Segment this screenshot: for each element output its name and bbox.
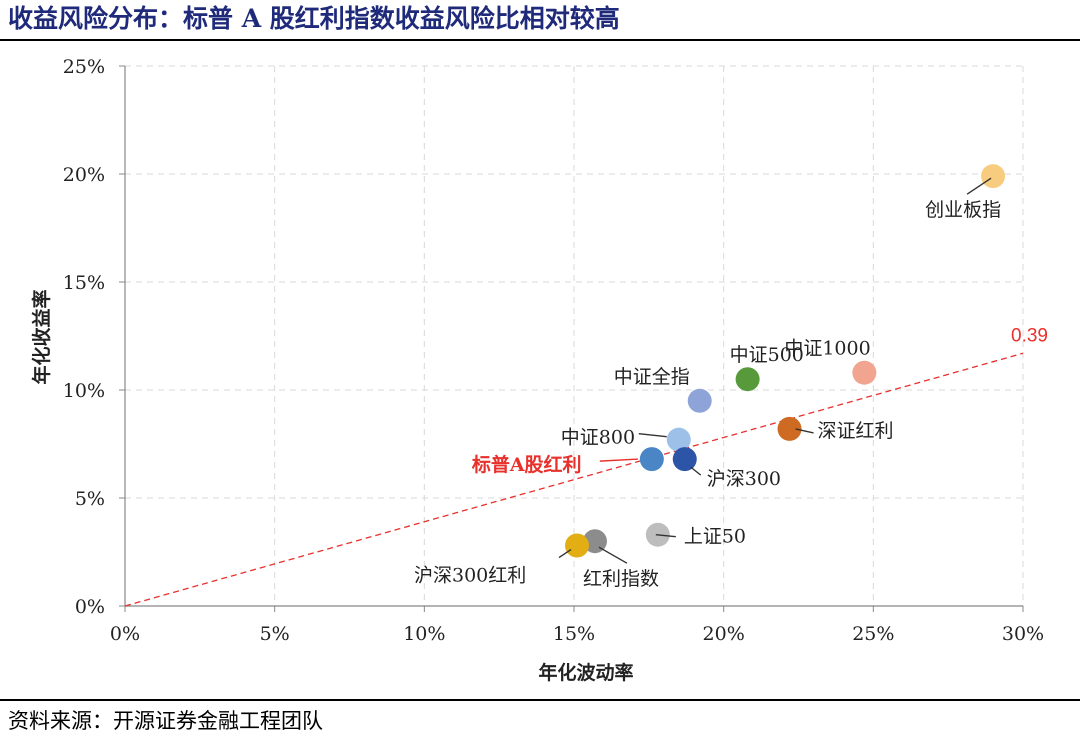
point-label: 沪深300	[707, 468, 781, 490]
x-tick-label: 30%	[1002, 623, 1044, 645]
x-tick-label: 5%	[260, 623, 290, 645]
data-point	[735, 367, 760, 392]
axes: 0% 5% 10% 15% 20% 25% 0% 5% 10% 15% 20% 25% 30%	[63, 56, 1044, 645]
data-point	[687, 388, 712, 413]
data-point	[564, 533, 589, 558]
data-points	[564, 164, 1006, 558]
y-tick-label: 10%	[63, 380, 105, 402]
x-tick-label: 15%	[553, 623, 595, 645]
leader-line	[598, 546, 628, 564]
y-tick-label: 20%	[63, 164, 105, 186]
reference-line-label: 0.39	[1011, 325, 1048, 346]
point-label: 标普A股红利	[472, 453, 582, 476]
reference-line-group: 0.39	[124, 325, 1048, 607]
x-tick-label: 0%	[110, 623, 140, 645]
leader-line	[638, 432, 667, 438]
data-point	[777, 416, 802, 441]
point-label: 红利指数	[583, 568, 659, 590]
point-label: 中证1000	[784, 338, 870, 360]
leader-line	[795, 428, 814, 434]
point-label: 中证500	[730, 344, 804, 366]
leader-line	[966, 177, 992, 195]
gridlines	[125, 65, 1024, 606]
point-label: 沪深300红利	[414, 565, 526, 587]
leader-line	[690, 466, 702, 476]
y-axis-label: 年化收益率	[30, 289, 53, 384]
data-point	[639, 447, 664, 472]
y-tick-label: 0%	[75, 596, 105, 618]
x-tick-label: 10%	[403, 623, 445, 645]
data-point	[981, 164, 1006, 189]
leader-line	[558, 548, 572, 559]
chart-title: 收益风险分布：标普 A 股红利指数收益风险比相对较高	[8, 4, 620, 33]
reference-line	[124, 352, 1024, 607]
leader-line	[655, 534, 676, 538]
y-tick-label: 15%	[63, 272, 105, 294]
data-point	[852, 360, 877, 385]
x-tick-label: 25%	[852, 623, 894, 645]
leader-line	[599, 458, 638, 462]
data-point	[672, 447, 697, 472]
data-point	[582, 529, 607, 554]
y-tick-label: 5%	[75, 488, 105, 510]
point-label: 创业板指	[925, 199, 1001, 221]
y-tick-label: 25%	[63, 56, 105, 78]
point-label: 中证全指	[614, 366, 690, 388]
x-tick-label: 20%	[703, 623, 745, 645]
point-label: 深证红利	[818, 420, 894, 442]
point-label: 中证800	[561, 427, 635, 449]
x-axis-label: 年化波动率	[538, 661, 633, 684]
data-point	[666, 427, 691, 452]
source-note: 资料来源：开源证券金融工程团队	[8, 709, 323, 733]
point-label: 上证50	[684, 526, 746, 548]
